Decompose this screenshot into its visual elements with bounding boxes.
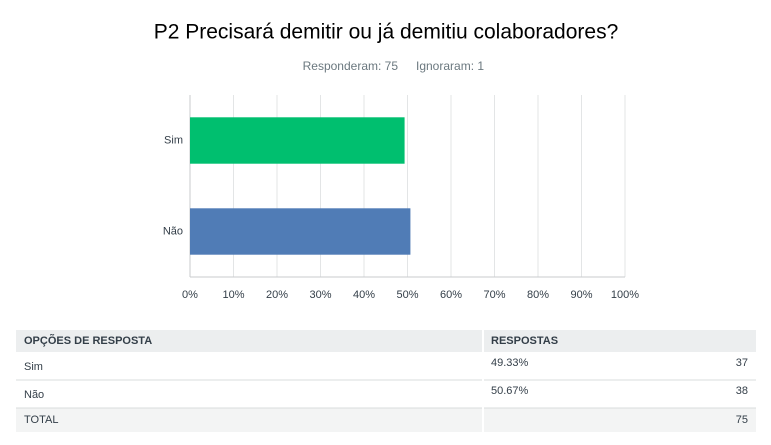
table-cell: Sim <box>24 361 43 373</box>
x-tick-label: 30% <box>309 289 331 301</box>
x-tick-label: 80% <box>527 289 549 301</box>
table-total-label: TOTAL <box>24 414 58 426</box>
x-tick-label: 60% <box>440 289 462 301</box>
table-cell: 38 <box>736 385 748 397</box>
x-tick-label: 70% <box>483 289 505 301</box>
subtitle: Ignoraram: 1 <box>416 59 484 73</box>
chart-title: P2 Precisará demitir ou já demitiu colab… <box>154 21 619 44</box>
x-tick-label: 50% <box>396 289 418 301</box>
x-tick-label: 100% <box>611 289 639 301</box>
bar <box>190 208 411 255</box>
x-tick-label: 20% <box>266 289 288 301</box>
y-tick-label: Sim <box>164 134 183 146</box>
bar <box>190 117 405 164</box>
table-cell: 50.67% <box>491 385 529 397</box>
table-total-row <box>16 408 756 432</box>
table-total-count: 75 <box>736 414 748 426</box>
table-header <box>16 330 756 352</box>
y-tick-label: Não <box>163 225 183 237</box>
table-header-cell: OPÇÕES DE RESPOSTA <box>24 334 152 347</box>
table-cell: 37 <box>736 357 748 369</box>
table-cell: 49.33% <box>491 357 529 369</box>
x-tick-label: 0% <box>182 289 198 301</box>
x-tick-label: 10% <box>222 289 244 301</box>
subtitle: Responderam: 75 <box>303 59 399 73</box>
x-tick-label: 40% <box>353 289 375 301</box>
x-tick-label: 90% <box>570 289 592 301</box>
table-header-cell: RESPOSTAS <box>491 335 558 347</box>
table-cell: Não <box>24 389 44 401</box>
